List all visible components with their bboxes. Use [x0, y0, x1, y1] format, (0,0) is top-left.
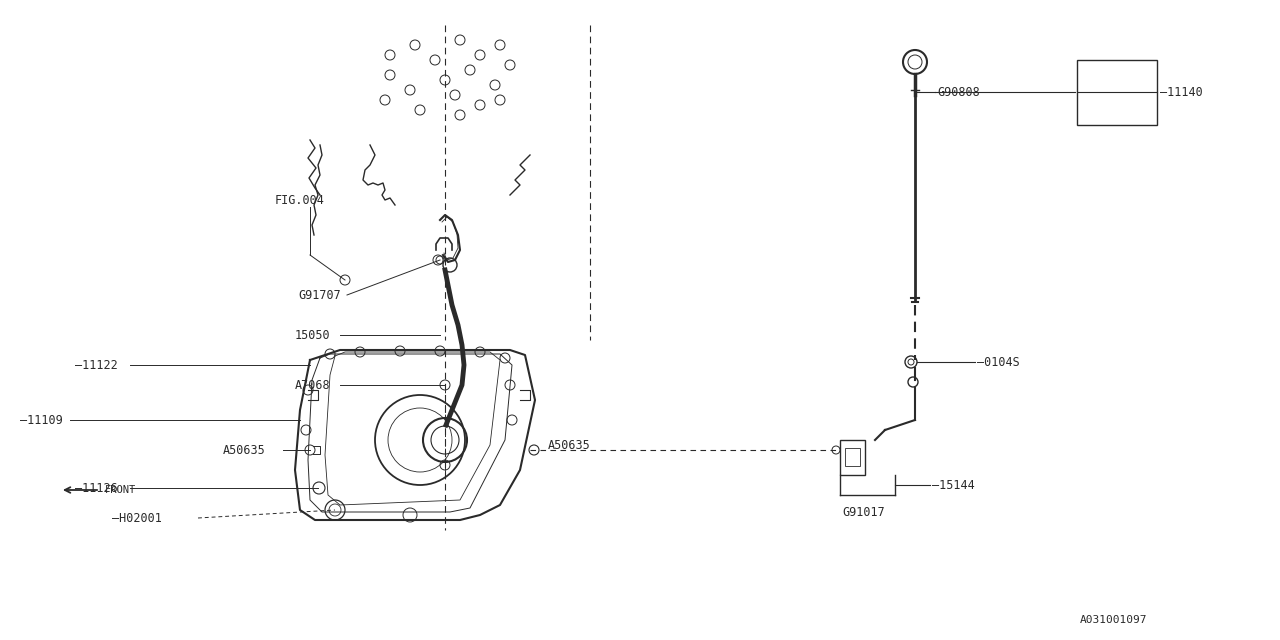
Text: 15050: 15050: [294, 328, 330, 342]
Text: —15144: —15144: [932, 479, 975, 492]
Bar: [1076, 60, 1157, 125]
Text: —H02001: —H02001: [113, 511, 161, 525]
Text: A50635: A50635: [223, 444, 266, 456]
Text: FIG.004: FIG.004: [275, 193, 325, 207]
Text: A7068: A7068: [294, 378, 330, 392]
Text: G91017: G91017: [842, 506, 884, 518]
Text: A50635: A50635: [548, 438, 591, 451]
Bar: [840, 440, 865, 475]
Bar: [845, 448, 860, 466]
Text: —11140: —11140: [1160, 86, 1203, 99]
Text: —11126: —11126: [76, 481, 118, 495]
Text: FRONT: FRONT: [105, 485, 136, 495]
Text: —11122: —11122: [76, 358, 118, 371]
Text: A031001097: A031001097: [1080, 615, 1147, 625]
Text: G90808: G90808: [937, 86, 979, 99]
Text: —11109: —11109: [20, 413, 63, 426]
Text: —0104S: —0104S: [977, 355, 1020, 369]
Text: G91707: G91707: [298, 289, 340, 301]
